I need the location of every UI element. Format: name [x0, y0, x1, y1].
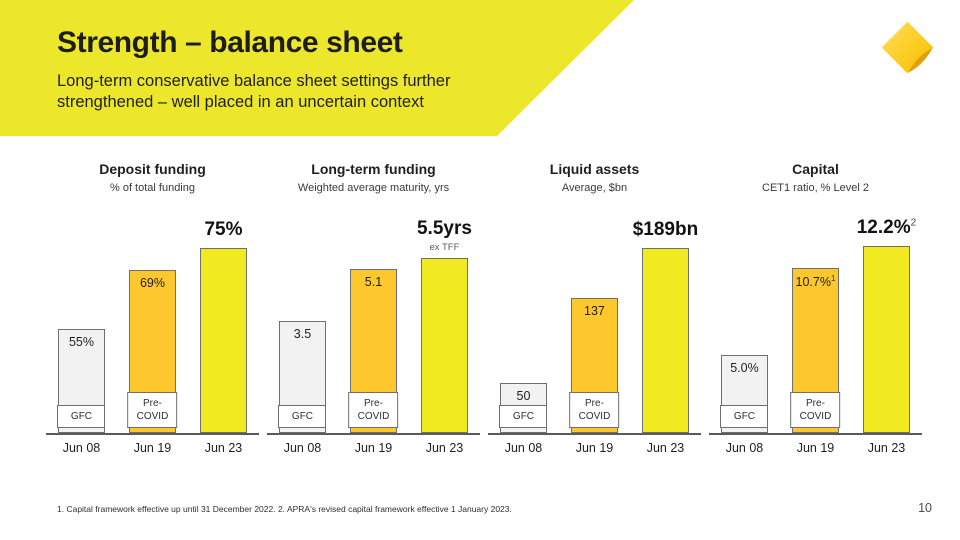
tick-label: Jun 08 [283, 441, 322, 456]
x-axis-ticks: Jun 08 Jun 19 Jun 23 [46, 441, 259, 455]
period-tag-pre-covid: Pre- COVID [790, 392, 841, 429]
tick-label: Jun 19 [133, 441, 172, 456]
chart-panel-liquid-assets: Liquid assets Average, $bn 50 GFC 137 Pr… [488, 161, 701, 455]
bar-value-label: 10.7%1 [795, 274, 836, 290]
page-number: 10 [918, 501, 932, 515]
bar-value-label: 3.5 [293, 327, 312, 342]
highlight-value: 12.2%2 [856, 217, 917, 239]
bar-group-jun08: 3.5 GFC [267, 204, 338, 434]
slide-footnote: 1. Capital framework effective up until … [57, 504, 512, 514]
bar-group-jun19: 5.1 Pre- COVID [338, 204, 409, 434]
slide-title: Strength – balance sheet [57, 26, 403, 59]
tick-label: Jun 23 [204, 441, 243, 456]
period-tag-pre-covid: Pre- COVID [348, 392, 399, 429]
bar-group-jun23: 5.5yrs ex TFF [409, 204, 480, 434]
x-axis-ticks: Jun 08 Jun 19 Jun 23 [488, 441, 701, 455]
bar-value-label: 5.1 [364, 275, 383, 290]
tick-label: Jun 19 [796, 441, 835, 456]
bar-jun23 [641, 248, 689, 434]
tick-label: Jun 23 [425, 441, 464, 456]
chart-panel-capital: Capital CET1 ratio, % Level 2 5.0% GFC 1… [709, 161, 922, 455]
highlight-note: ex TFF [429, 242, 460, 254]
plot-area: 50 GFC 137 Pre- COVID $189bn [488, 204, 701, 436]
chart-panel-deposit-funding: Deposit funding % of total funding 55% G… [46, 161, 259, 455]
x-axis-ticks: Jun 08 Jun 19 Jun 23 [267, 441, 480, 455]
bar-jun23 [420, 258, 468, 434]
tick-label: Jun 08 [62, 441, 101, 456]
period-tag-gfc: GFC [499, 405, 548, 429]
bar-group-jun23: $189bn [630, 204, 701, 434]
plot-area: 5.0% GFC 10.7%1 Pre- COVID 12.2%2 [709, 204, 922, 436]
bar-group-jun19: 10.7%1 Pre- COVID [780, 204, 851, 434]
cba-diamond-logo [879, 19, 936, 76]
chart-title: Liquid assets [549, 161, 640, 177]
x-axis-ticks: Jun 08 Jun 19 Jun 23 [709, 441, 922, 455]
chart-subtitle: CET1 ratio, % Level 2 [762, 182, 869, 195]
bar-group-jun19: 69% Pre- COVID [117, 204, 188, 434]
period-tag-gfc: GFC [720, 405, 769, 429]
bar-value-label: 50 [516, 389, 531, 404]
bar-value-label: 55% [68, 335, 94, 350]
tick-label: Jun 23 [867, 441, 906, 456]
bar-group-jun23: 75% [188, 204, 259, 434]
tick-label: Jun 19 [575, 441, 614, 456]
period-tag-pre-covid: Pre- COVID [127, 392, 178, 429]
highlight-value: 5.5yrs [416, 218, 472, 240]
chart-title: Deposit funding [99, 161, 206, 177]
bar-group-jun19: 137 Pre- COVID [559, 204, 630, 434]
plot-area: 55% GFC 69% Pre- COVID 75% [46, 204, 259, 436]
bar-group-jun08: 5.0% GFC [709, 204, 780, 434]
highlight-value: 75% [204, 219, 243, 241]
bar-value-label: 5.0% [730, 361, 759, 376]
bar-value-label: 69% [139, 276, 165, 291]
period-tag-pre-covid: Pre- COVID [569, 392, 620, 429]
highlight-value: $189bn [632, 219, 699, 241]
chart-title: Capital [792, 161, 839, 177]
tick-label: Jun 08 [504, 441, 543, 456]
chart-title: Long-term funding [311, 161, 436, 177]
tick-label: Jun 08 [725, 441, 764, 456]
period-tag-gfc: GFC [57, 405, 106, 429]
bar-jun23 [199, 248, 247, 434]
period-tag-gfc: GFC [278, 405, 327, 429]
chart-subtitle: Average, $bn [561, 182, 628, 195]
slide-subtitle: Long-term conservative balance sheet set… [57, 72, 451, 111]
bar-group-jun08: 55% GFC [46, 204, 117, 434]
charts-row: Deposit funding % of total funding 55% G… [46, 161, 922, 455]
tick-label: Jun 23 [646, 441, 685, 456]
bar-group-jun08: 50 GFC [488, 204, 559, 434]
bar-group-jun23: 12.2%2 [851, 204, 922, 434]
bar-jun23 [862, 246, 910, 434]
chart-subtitle: % of total funding [109, 182, 195, 195]
chart-subtitle: Weighted average maturity, yrs [297, 182, 450, 195]
chart-panel-long-term-funding: Long-term funding Weighted average matur… [267, 161, 480, 455]
header-banner [0, 0, 634, 136]
tick-label: Jun 19 [354, 441, 393, 456]
bar-value-label: 137 [584, 304, 605, 319]
plot-area: 3.5 GFC 5.1 Pre- COVID 5.5yrs ex TFF [267, 204, 480, 436]
footnote-ref-2: 2 [910, 218, 917, 230]
footnote-ref-1: 1 [830, 274, 836, 284]
